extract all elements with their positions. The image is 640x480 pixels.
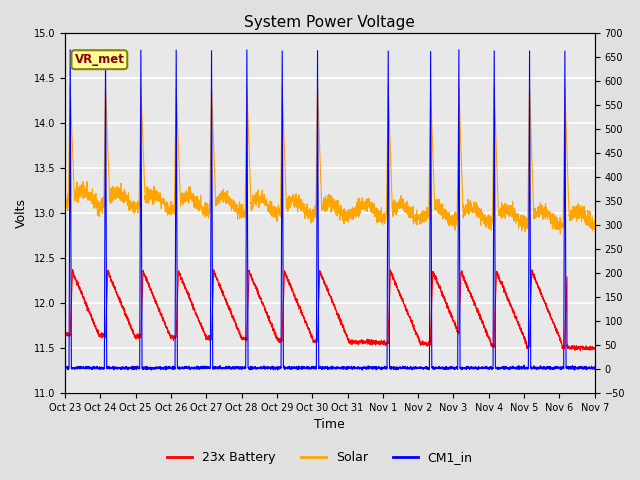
Title: System Power Voltage: System Power Voltage	[244, 15, 415, 30]
Text: VR_met: VR_met	[74, 53, 124, 66]
Y-axis label: Volts: Volts	[15, 198, 28, 228]
X-axis label: Time: Time	[314, 419, 345, 432]
Legend: 23x Battery, Solar, CM1_in: 23x Battery, Solar, CM1_in	[163, 446, 477, 469]
